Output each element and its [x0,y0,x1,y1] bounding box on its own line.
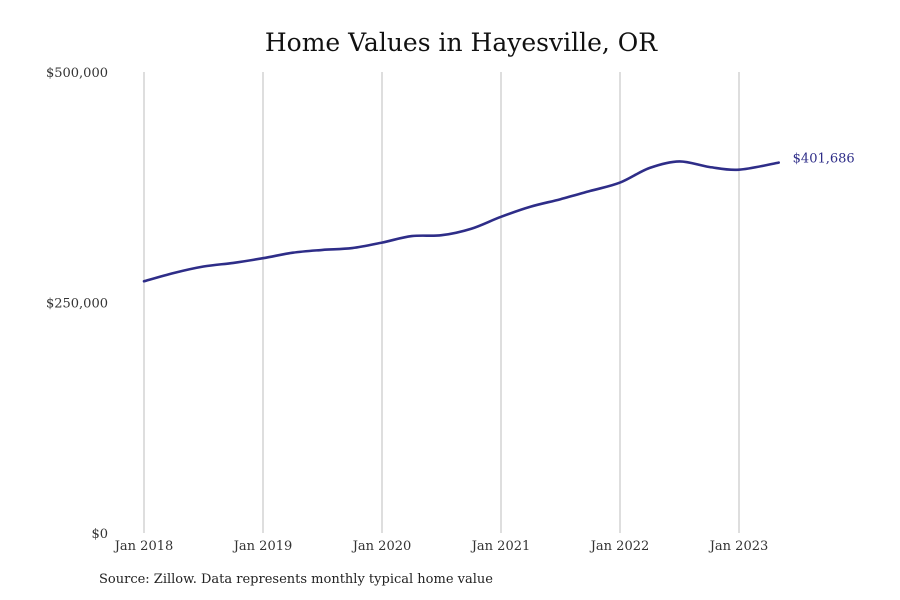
y-axis-ticks: $0 $250,000 $500,000 [46,66,108,542]
y-tick-label: $500,000 [46,66,108,81]
x-tick-label: Jan 2023 [708,539,769,554]
x-tick-label: Jan 2019 [232,539,293,554]
x-axis-ticks: Jan 2018 Jan 2019 Jan 2020 Jan 2021 Jan 2022… [113,539,769,554]
y-tick-label: $0 [91,527,108,542]
home-value-line [142,160,780,283]
y-tick-label: $250,000 [46,297,108,312]
gridlines [143,72,740,533]
x-tick-label: Jan 2022 [589,539,650,554]
source-note: Source: Zillow. Data represents monthly … [99,572,493,587]
x-tick-label: Jan 2020 [351,539,412,554]
end-value-label: $401,686 [793,152,855,167]
x-tick-label: Jan 2021 [470,539,531,554]
x-tick-label: Jan 2018 [113,539,174,554]
chart-title: Home Values in Hayesville, OR [265,28,658,57]
